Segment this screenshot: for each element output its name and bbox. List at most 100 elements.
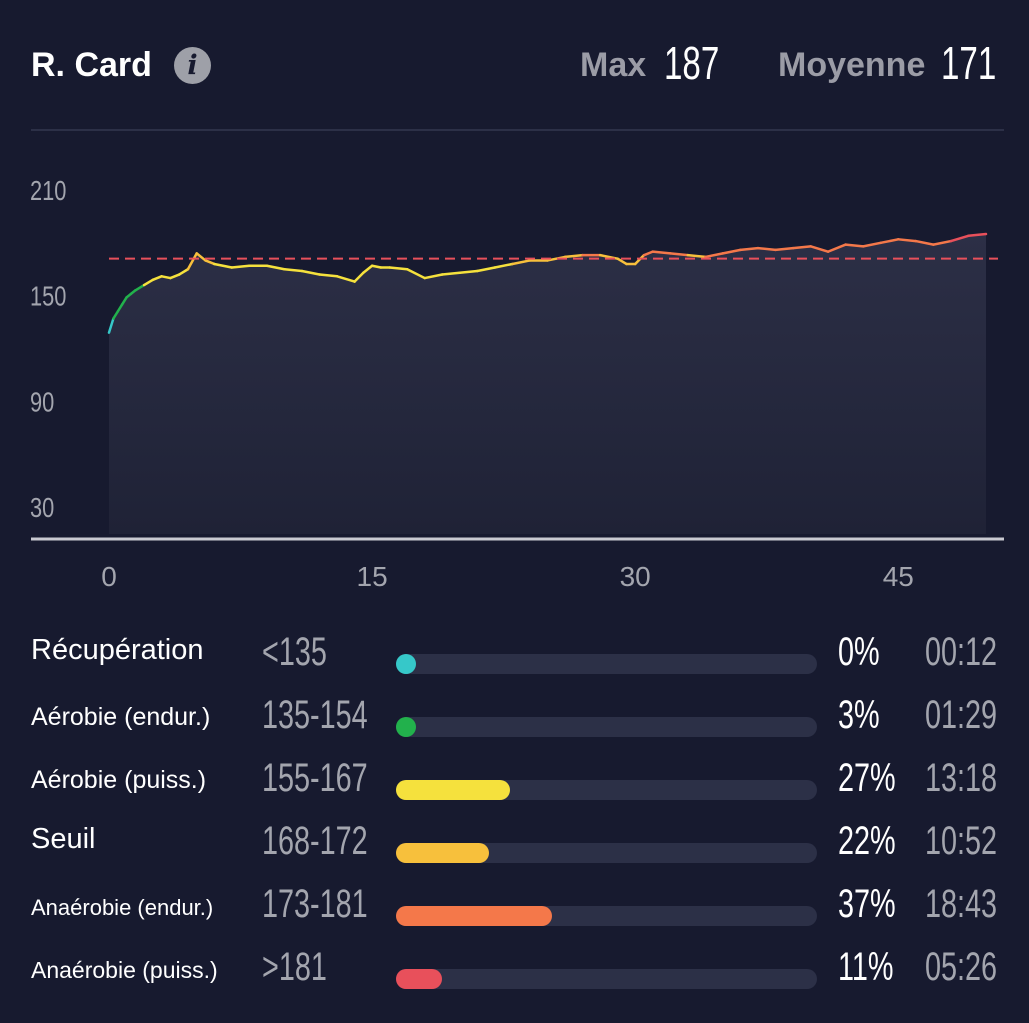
x-tick-label: 0 <box>101 561 117 592</box>
zone-time: 13:18 <box>925 756 998 800</box>
heart-rate-line-segment <box>932 239 953 246</box>
zone-progress-track <box>396 843 817 863</box>
heart-rate-line-segment <box>169 273 181 280</box>
heart-rate-line-segment <box>212 262 234 269</box>
info-icon[interactable]: i <box>174 47 211 84</box>
y-tick-label: 30 <box>30 492 54 523</box>
heart-rate-line-segment <box>458 269 479 275</box>
heart-rate-line-segment <box>897 238 918 243</box>
zone-progress-track <box>396 654 817 674</box>
heart-rate-line-segment <box>826 243 847 253</box>
heart-rate-line-segment <box>861 241 883 248</box>
zone-name: Aérobie (endur.) <box>31 703 211 731</box>
zone-time: 00:12 <box>925 630 998 674</box>
header-divider <box>31 129 1004 131</box>
heart-rate-line-segment <box>134 283 146 292</box>
zone-time: 01:29 <box>925 693 998 737</box>
max-label: Max <box>580 46 647 84</box>
zone-name: Anaérobie (endur.) <box>31 895 214 920</box>
heart-rate-line-segment <box>651 250 672 255</box>
zone-row: Anaérobie (endur.) 173-181 37% 18:43 <box>0 882 1029 932</box>
x-tick-label: 30 <box>620 561 651 592</box>
heart-rate-line-segment <box>563 253 584 259</box>
zone-range: >181 <box>262 945 327 989</box>
zone-time: 18:43 <box>925 882 998 926</box>
heart-rate-line-segment <box>441 271 462 276</box>
heart-rate-line-segment <box>112 310 120 320</box>
heart-rate-line-segment <box>774 246 795 252</box>
zone-row: Anaérobie (puiss.) >181 11% 05:26 <box>0 945 1029 995</box>
heart-rate-line-segment <box>844 243 865 248</box>
heart-rate-line-segment <box>283 268 304 273</box>
zone-row: Récupération <135 0% 00:12 <box>0 630 1029 680</box>
heart-rate-line-segment <box>616 257 628 266</box>
heart-rate-line-segment <box>370 264 383 269</box>
zone-progress-track <box>396 906 817 926</box>
zone-range: 168-172 <box>262 819 368 863</box>
heart-rate-chart: 210 150 90 30 0 15 30 45 <box>30 175 1004 592</box>
heart-rate-line-segment <box>318 273 339 278</box>
heart-rate-line-segment <box>388 266 409 271</box>
heart-rate-line-segment <box>142 278 155 287</box>
heart-rate-line-segment <box>791 245 812 250</box>
heart-rate-line-segment <box>704 252 725 259</box>
zone-progress-fill <box>396 780 510 800</box>
heart-rate-line-segment <box>300 269 321 276</box>
heart-rate-line-segment <box>160 275 172 280</box>
heart-rate-line-segment <box>230 264 251 269</box>
heart-rate-line-segment <box>116 303 124 313</box>
x-tick-label: 45 <box>883 561 914 592</box>
heart-rate-line-segment <box>405 268 426 280</box>
zone-progress-fill <box>396 717 416 737</box>
zone-range: <135 <box>262 630 327 674</box>
zone-range: 135-154 <box>262 693 368 737</box>
max-value: 187 <box>664 37 720 89</box>
heart-rate-line-segment <box>914 239 935 246</box>
heart-rate-line-segment <box>186 252 198 271</box>
zone-percent: 37% <box>838 882 896 926</box>
heart-rate-line-segment <box>120 296 128 306</box>
zone-progress-track <box>396 717 817 737</box>
zone-percent: 27% <box>838 756 896 800</box>
heart-rate-line-segment <box>721 248 742 255</box>
heart-rate-line-segment <box>669 252 690 257</box>
header: R. Card i Max 187 Moyenne 171 <box>0 0 1029 130</box>
heart-rate-line-segment <box>686 253 707 259</box>
zone-progress-fill <box>396 654 416 674</box>
zone-time: 10:52 <box>925 819 998 863</box>
zone-percent: 22% <box>838 819 896 863</box>
heart-rate-line-segment <box>195 252 207 262</box>
heart-rate-line-segment <box>362 264 374 275</box>
x-tick-label: 15 <box>357 561 388 592</box>
heart-rate-line-segment <box>967 232 988 238</box>
heart-rate-line-segment <box>353 271 365 283</box>
y-tick-label: 150 <box>30 281 66 312</box>
zone-progress-fill <box>396 969 443 989</box>
heart-rate-line-segment <box>423 273 444 280</box>
zone-row: Seuil 168-172 22% 10:52 <box>0 819 1029 869</box>
zone-row: Aérobie (puiss.) 155-167 27% 13:18 <box>0 756 1029 806</box>
heart-rate-line-segment <box>493 262 514 269</box>
zone-row: Aérobie (endur.) 135-154 3% 01:29 <box>0 693 1029 743</box>
average-label: Moyenne <box>778 46 926 84</box>
zone-name: Aérobie (puiss.) <box>31 766 207 794</box>
heart-rate-line-segment <box>642 250 654 257</box>
heart-rate-line-segment <box>151 275 163 282</box>
zone-name: Seuil <box>31 823 96 855</box>
zone-percent: 0% <box>838 630 880 674</box>
average-value: 171 <box>941 37 997 89</box>
heart-rate-line-segment <box>809 245 830 253</box>
zone-name: Anaérobie (puiss.) <box>31 957 218 983</box>
zone-time: 05:26 <box>925 945 998 989</box>
heart-rate-line-segment <box>546 255 567 262</box>
zone-progress-fill <box>396 906 552 926</box>
heart-rate-line-segment <box>756 246 777 252</box>
chart-area-fill <box>109 234 986 534</box>
zone-progress-track <box>396 780 817 800</box>
zone-percent: 11% <box>838 945 894 989</box>
card-title: R. Card <box>31 46 152 84</box>
zone-progress-fill <box>396 843 489 863</box>
zone-progress-track <box>396 969 817 989</box>
zone-range: 155-167 <box>262 756 368 800</box>
zone-percent: 3% <box>838 693 880 737</box>
